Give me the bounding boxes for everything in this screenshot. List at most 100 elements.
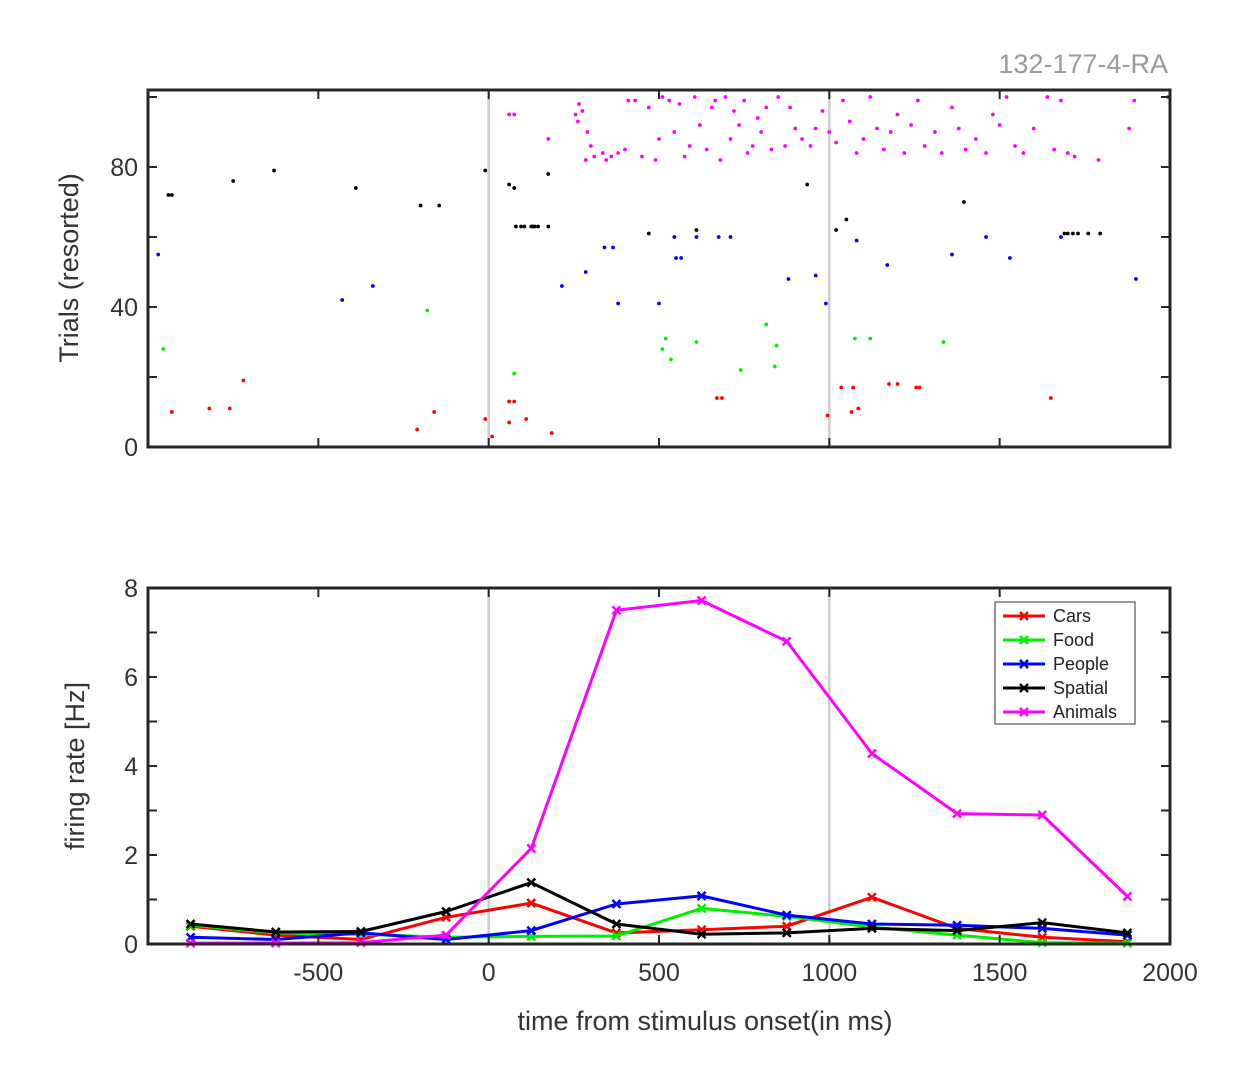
spike-animals bbox=[834, 140, 839, 145]
legend-item-animals: Animals bbox=[1003, 702, 1117, 722]
spike-spatial bbox=[834, 228, 839, 232]
spike-spatial bbox=[805, 182, 810, 187]
spike-spatial bbox=[1065, 231, 1070, 236]
spike-animals bbox=[682, 154, 687, 159]
legend-marker bbox=[1019, 707, 1029, 717]
spike-cars bbox=[849, 410, 854, 414]
spike-animals bbox=[692, 95, 697, 99]
spike-food bbox=[774, 343, 779, 348]
spike-animals bbox=[592, 154, 597, 159]
legend-marker bbox=[1019, 659, 1029, 669]
spike-people bbox=[657, 301, 661, 306]
spike-cars bbox=[432, 410, 437, 414]
spike-animals bbox=[750, 144, 755, 148]
spike-animals bbox=[800, 137, 804, 141]
spike-animals bbox=[916, 98, 920, 103]
spike-people bbox=[679, 256, 684, 260]
spike-animals bbox=[677, 102, 682, 106]
spike-cars bbox=[851, 385, 856, 390]
spike-food bbox=[512, 371, 517, 376]
y-tick-label: 80 bbox=[110, 154, 138, 182]
spike-people bbox=[728, 235, 733, 239]
raster-panel: 0 40 80 Trials (resorted) bbox=[54, 88, 1172, 462]
legend-label: Food bbox=[1053, 630, 1094, 650]
spike-spatial bbox=[507, 182, 512, 187]
spike-animals bbox=[854, 151, 859, 155]
spike-spatial bbox=[169, 193, 174, 197]
spike-animals bbox=[950, 105, 954, 110]
spike-animals bbox=[1052, 147, 1057, 152]
spike-food bbox=[694, 340, 699, 344]
data-point-animals bbox=[696, 595, 707, 606]
spike-people bbox=[813, 273, 818, 278]
series-spatial bbox=[185, 877, 1133, 940]
spike-animals bbox=[667, 98, 672, 103]
raster-ticks bbox=[148, 90, 1170, 448]
x-tick-label: 1000 bbox=[802, 959, 858, 987]
spike-people bbox=[370, 284, 375, 288]
spike-food bbox=[669, 357, 673, 362]
data-point-spatial bbox=[952, 925, 962, 936]
spike-people bbox=[984, 235, 988, 239]
raster-points bbox=[156, 95, 1170, 439]
legend-marker bbox=[1019, 635, 1029, 645]
spike-spatial bbox=[546, 224, 551, 229]
spike-animals bbox=[881, 147, 886, 152]
spike-people bbox=[950, 252, 954, 257]
data-point-people bbox=[781, 910, 792, 920]
spike-spatial bbox=[353, 186, 358, 190]
spike-people bbox=[1134, 277, 1138, 281]
spike-cars bbox=[1048, 396, 1053, 400]
psth-stimulus-lines bbox=[487, 588, 831, 944]
spike-food bbox=[663, 336, 668, 341]
legend-item-people: People bbox=[1003, 654, 1109, 674]
spike-cars bbox=[512, 399, 517, 404]
data-point-spatial bbox=[526, 877, 537, 888]
data-point-animals bbox=[952, 808, 962, 819]
spike-food bbox=[868, 336, 873, 341]
spike-animals bbox=[813, 126, 818, 131]
data-point-people bbox=[696, 891, 707, 901]
spike-animals bbox=[742, 98, 747, 103]
data-point-animals bbox=[441, 930, 451, 940]
legend-item-food: Food bbox=[1003, 630, 1094, 650]
data-point-cars bbox=[526, 898, 537, 908]
spike-animals bbox=[745, 151, 750, 155]
spike-animals bbox=[755, 116, 760, 120]
spike-animals bbox=[1059, 98, 1063, 103]
spike-people bbox=[1059, 235, 1063, 239]
spike-animals bbox=[697, 123, 702, 127]
spike-animals bbox=[604, 158, 609, 162]
spike-animals bbox=[820, 109, 825, 113]
spike-spatial bbox=[961, 200, 966, 204]
data-point-spatial bbox=[356, 926, 366, 937]
spike-animals bbox=[1045, 95, 1050, 99]
spike-animals bbox=[600, 151, 605, 155]
spike-animals bbox=[759, 130, 764, 134]
spike-animals bbox=[847, 119, 852, 124]
spike-animals bbox=[646, 105, 651, 110]
spike-animals bbox=[984, 151, 988, 155]
spike-people bbox=[824, 301, 828, 306]
data-point-spatial bbox=[270, 927, 281, 937]
spike-animals bbox=[922, 144, 927, 148]
spike-cars bbox=[524, 417, 529, 421]
spike-cars bbox=[207, 406, 212, 411]
spike-spatial bbox=[519, 224, 523, 229]
spike-cars bbox=[839, 385, 844, 390]
data-point-animals bbox=[781, 636, 792, 647]
legend-item-spatial: Spatial bbox=[1003, 678, 1108, 698]
spike-animals bbox=[997, 123, 1002, 127]
spike-animals bbox=[640, 154, 644, 159]
raster-stimulus-lines bbox=[487, 90, 831, 447]
spike-spatial bbox=[532, 224, 537, 229]
spike-cars bbox=[549, 431, 554, 435]
y-tick-label: 0 bbox=[124, 434, 138, 462]
y-tick-label: 6 bbox=[124, 664, 138, 692]
spike-animals bbox=[546, 137, 551, 141]
series-line-spatial bbox=[190, 881, 1128, 936]
data-point-animals bbox=[1037, 810, 1048, 820]
spike-animals bbox=[672, 130, 677, 134]
spike-people bbox=[672, 235, 677, 239]
